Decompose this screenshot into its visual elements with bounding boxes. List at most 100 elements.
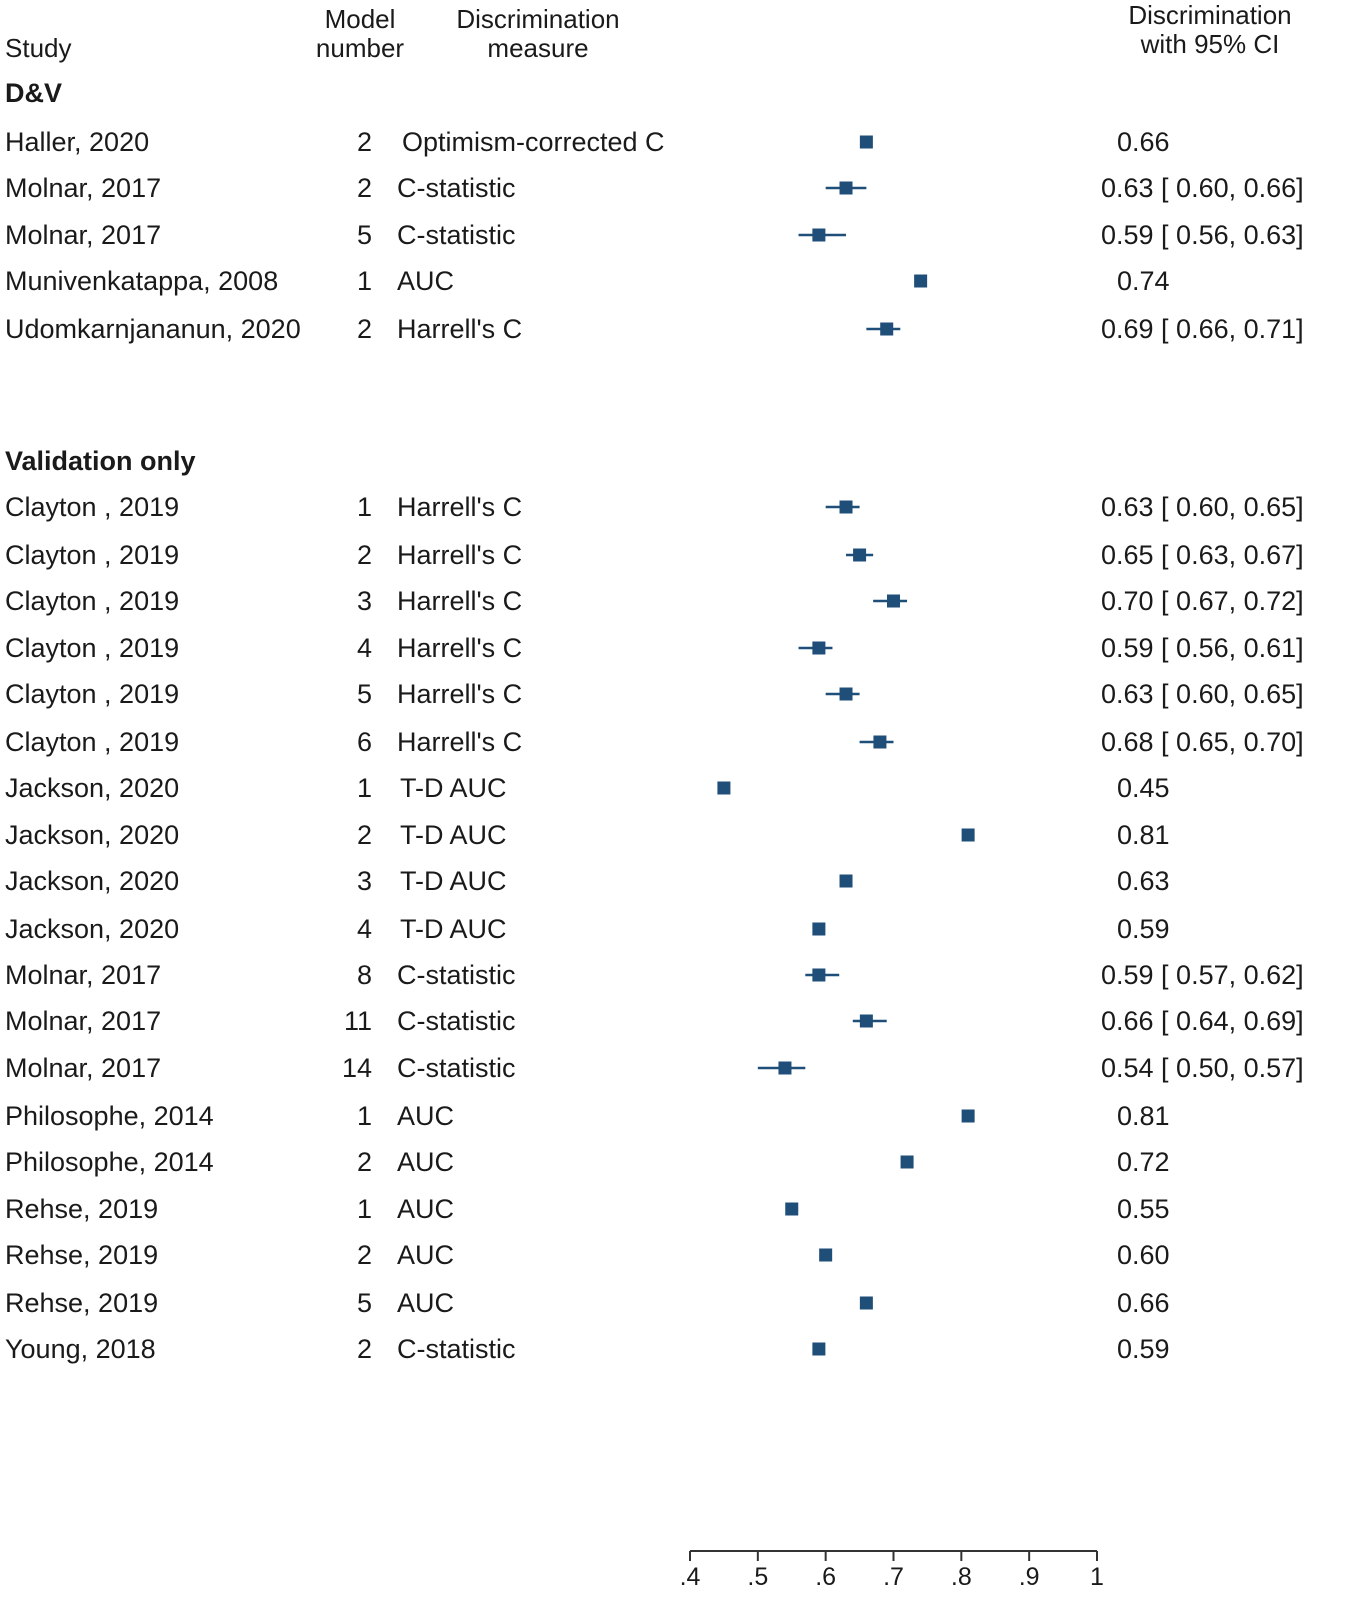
point-marker (785, 1202, 799, 1216)
row-study: Molnar, 2017 (5, 960, 162, 990)
row-model-number: 6 (356, 727, 372, 757)
header-discrimination-ci: Discrimination with 95% CI (1110, 1, 1310, 59)
point-marker (812, 641, 826, 655)
row-measure: Harrell's C (397, 727, 523, 757)
row-measure: C-statistic (397, 960, 516, 990)
row-model-number: 2 (356, 1147, 372, 1177)
row-study: Clayton , 2019 (5, 586, 180, 616)
point-marker (839, 874, 853, 888)
row-study: Haller, 2020 (5, 127, 150, 157)
row-study: Rehse, 2019 (5, 1288, 159, 1318)
point-marker (961, 828, 975, 842)
point-marker (778, 1061, 792, 1075)
point-marker (900, 1155, 914, 1169)
row-study: Molnar, 2017 (5, 220, 162, 250)
row-estimate-ci: 0.66 (1117, 127, 1170, 157)
group-label: Validation only (5, 446, 196, 476)
point-marker (839, 181, 853, 195)
row-study: Clayton , 2019 (5, 679, 180, 709)
point-marker (887, 594, 900, 608)
x-tick-label: .7 (883, 1563, 904, 1591)
row-estimate-ci: 0.63 [ 0.60, 0.65] (1101, 492, 1304, 522)
row-study: Jackson, 2020 (5, 866, 180, 896)
row-estimate-ci: 0.63 (1117, 866, 1170, 896)
header-model-line1: Model (324, 4, 396, 34)
point-marker (914, 274, 928, 288)
row-model-number: 2 (356, 127, 372, 157)
x-tick-label: .5 (747, 1563, 768, 1591)
point-marker (819, 1248, 833, 1262)
row-estimate-ci: 0.59 [ 0.56, 0.63] (1101, 220, 1304, 250)
row-model-number: 3 (356, 866, 372, 896)
x-tick-label: 1 (1090, 1563, 1104, 1591)
row-estimate-ci: 0.60 (1117, 1240, 1170, 1270)
row-measure: AUC (397, 266, 455, 296)
row-measure: T-D AUC (400, 820, 507, 850)
row-study: Munivenkatappa, 2008 (5, 266, 279, 296)
row-study: Molnar, 2017 (5, 173, 162, 203)
header-measure-line1: Discrimination (456, 4, 620, 34)
point-marker (812, 922, 826, 936)
row-model-number: 5 (356, 679, 372, 709)
header-model-line2: number (315, 33, 405, 63)
row-measure: T-D AUC (400, 866, 507, 896)
row-estimate-ci: 0.66 [ 0.64, 0.69] (1101, 1006, 1304, 1036)
x-tick-label: .4 (680, 1563, 701, 1591)
row-model-number: 1 (356, 773, 372, 803)
row-measure: AUC (397, 1288, 455, 1318)
row-measure: Harrell's C (397, 679, 523, 709)
row-measure: C-statistic (397, 220, 516, 250)
row-model-number: 1 (356, 1101, 372, 1131)
header-model-number: Model number (300, 5, 420, 63)
row-measure: T-D AUC (400, 914, 507, 944)
row-estimate-ci: 0.59 [ 0.57, 0.62] (1101, 960, 1304, 990)
row-study: Philosophe, 2014 (5, 1101, 214, 1131)
row-measure: C-statistic (397, 1334, 516, 1364)
row-study: Jackson, 2020 (5, 820, 180, 850)
row-measure: C-statistic (397, 1053, 516, 1083)
row-measure: Harrell's C (397, 633, 523, 663)
point-marker (859, 1296, 873, 1310)
point-marker (839, 500, 853, 514)
group-label: D&V (5, 78, 63, 108)
row-estimate-ci: 0.81 (1117, 1101, 1170, 1131)
row-model-number: 2 (356, 1240, 372, 1270)
point-marker (859, 1014, 873, 1028)
point-marker (717, 781, 731, 795)
row-estimate-ci: 0.72 (1117, 1147, 1170, 1177)
row-measure: AUC (397, 1240, 455, 1270)
x-tick-label: .8 (951, 1563, 972, 1591)
row-model-number: 5 (356, 220, 372, 250)
row-estimate-ci: 0.59 (1117, 1334, 1170, 1364)
row-model-number: 1 (356, 266, 372, 296)
row-estimate-ci: 0.81 (1117, 820, 1170, 850)
point-marker (873, 735, 887, 749)
row-study: Philosophe, 2014 (5, 1147, 214, 1177)
row-measure: C-statistic (397, 1006, 516, 1036)
row-model-number: 2 (356, 314, 372, 344)
row-estimate-ci: 0.65 [ 0.63, 0.67] (1101, 540, 1304, 570)
header-measure-line2: measure (487, 33, 589, 63)
row-estimate-ci: 0.70 [ 0.67, 0.72] (1101, 586, 1304, 616)
row-model-number: 2 (356, 820, 372, 850)
row-estimate-ci: 0.66 (1117, 1288, 1170, 1318)
point-marker (859, 135, 873, 149)
row-model-number: 4 (356, 914, 372, 944)
point-marker (812, 228, 826, 242)
point-marker (839, 687, 853, 701)
row-model-number: 1 (356, 1194, 372, 1224)
row-measure: Optimism-corrected C (402, 127, 665, 157)
row-estimate-ci: 0.59 (1117, 914, 1170, 944)
row-estimate-ci: 0.63 [ 0.60, 0.66] (1101, 173, 1304, 203)
point-marker (812, 968, 826, 982)
row-model-number: 3 (356, 586, 372, 616)
row-model-number: 11 (343, 1006, 372, 1036)
row-estimate-ci: 0.68 [ 0.65, 0.70] (1101, 727, 1304, 757)
row-model-number: 5 (356, 1288, 372, 1318)
point-marker (812, 1342, 826, 1356)
header-ci-line2: with 95% CI (1140, 29, 1280, 59)
row-estimate-ci: 0.45 (1117, 773, 1170, 803)
header-study: Study (5, 33, 72, 63)
row-study: Clayton , 2019 (5, 633, 180, 663)
row-model-number: 1 (356, 492, 372, 522)
